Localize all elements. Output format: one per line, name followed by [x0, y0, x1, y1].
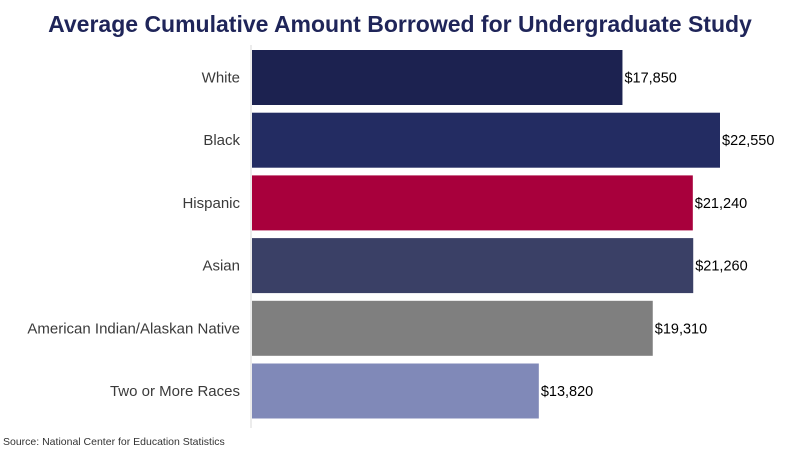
bar-hispanic	[252, 175, 693, 231]
value-label: $17,850	[624, 71, 676, 87]
chart-title: Average Cumulative Amount Borrowed for U…	[48, 11, 752, 37]
value-label: $22,550	[722, 133, 774, 149]
category-label: Black	[203, 132, 240, 149]
bars-group: White $17,850 Black $22,550 Hispanic $21,240 A…	[27, 50, 774, 419]
category-label: Two or More Races	[110, 383, 240, 400]
category-label: American Indian/Alaskan Native	[27, 320, 240, 337]
value-label: $21,240	[695, 196, 747, 212]
value-label: $19,310	[655, 321, 707, 337]
bar-asian	[252, 238, 694, 294]
bar-black	[252, 112, 720, 168]
bar-american-indian-alaskan-native	[252, 300, 653, 356]
category-label: White	[202, 70, 240, 87]
value-label: $21,260	[695, 259, 747, 275]
category-label: Hispanic	[182, 195, 240, 212]
bar-two-or-more-races	[252, 363, 539, 419]
source-note: Source: National Center for Education St…	[3, 436, 225, 448]
category-label: Asian	[202, 258, 240, 275]
value-label: $13,820	[541, 384, 593, 400]
bar-white	[252, 50, 623, 105]
